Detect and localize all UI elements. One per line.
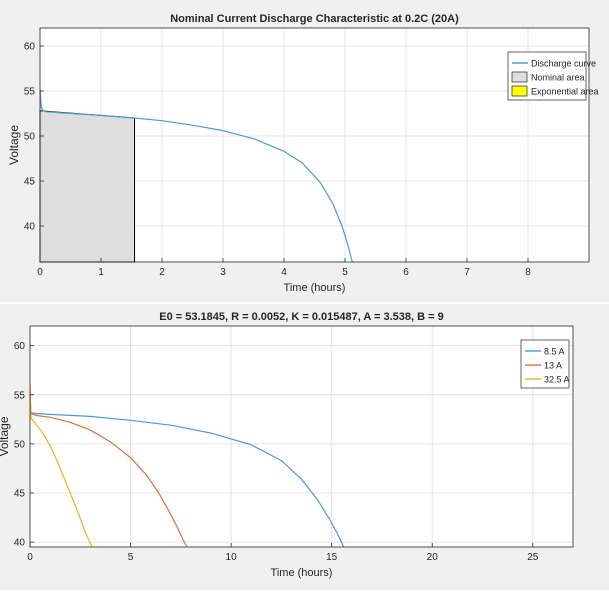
x-tick-label: 0: [37, 267, 43, 278]
x-axis-label: Time (hours): [284, 282, 346, 294]
axes-frame: [39, 27, 590, 263]
y-axis-label: Voltage: [7, 125, 21, 165]
current-comparison-chart: 0 5 10 15 20 25 40 45 50 55 60 E0 = 53.1845, R = 0.…: [0, 311, 574, 579]
x-axis-label: Time (hours): [271, 567, 333, 579]
x-tick-label: 7: [464, 267, 470, 278]
y-tick-label: 60: [24, 42, 36, 53]
legend-label: 13 A: [544, 361, 562, 371]
y-tick-label: 55: [24, 87, 36, 98]
y-tick-label: 40: [24, 222, 36, 233]
x-tick-label: 15: [326, 552, 338, 563]
legend-box: [520, 339, 570, 389]
series-line-discharge-curve: [40, 88, 353, 262]
legend-label: Discharge curve: [531, 59, 596, 69]
y-tick-label: 55: [14, 390, 26, 401]
x-tick-label: 1: [98, 267, 104, 278]
y-tick-label: 40: [14, 538, 26, 549]
legend-swatch: [511, 71, 528, 83]
y-tick-label: 60: [14, 341, 26, 352]
legend-label: Nominal area: [531, 73, 585, 83]
x-tick-label: 5: [342, 267, 348, 278]
chart-title: E0 = 53.1845, R = 0.0052, K = 0.015487, …: [159, 311, 443, 323]
y-axis-label: Voltage: [0, 416, 11, 456]
bottom-chart-panel: 0 5 10 15 20 25 40 45 50 55 60 E0 = 53.1845, R = 0.…: [0, 304, 609, 590]
plot-area: [30, 326, 573, 547]
legend-label: 8.5 A: [544, 347, 565, 357]
axes-frame: [29, 325, 574, 548]
y-tick-label: 45: [14, 488, 26, 499]
x-tick-label: 10: [226, 552, 238, 563]
x-tick-label: 20: [427, 552, 439, 563]
legend-label: Exponential area: [531, 87, 599, 97]
x-tick-label: 4: [281, 267, 287, 278]
x-tick-label: 6: [403, 267, 409, 278]
x-tick-label: 2: [159, 267, 165, 278]
y-tick-label: 50: [24, 132, 36, 143]
legend-label: 32.5 A: [544, 375, 570, 385]
top-chart-panel: 0 1 2 3 4 5 6 7 8 40 45 50 55 60 Nominal Current Disch…: [0, 0, 609, 302]
legend-swatch: [511, 85, 528, 97]
chart-title: Nominal Current Discharge Characteristic…: [170, 13, 459, 25]
x-tick-label: 25: [527, 552, 539, 563]
series-line-13-a: [30, 399, 188, 547]
series-line-32_5-a: [30, 384, 93, 547]
y-tick-label: 50: [14, 439, 26, 450]
x-tick-label: 8: [525, 267, 531, 278]
nominal-area-fill: [39, 110, 136, 263]
series-line-8_5-a: [30, 406, 345, 547]
y-tick-label: 45: [24, 177, 36, 188]
x-tick-label: 3: [220, 267, 226, 278]
x-tick-label: 5: [128, 552, 134, 563]
x-tick-label: 0: [27, 552, 33, 563]
